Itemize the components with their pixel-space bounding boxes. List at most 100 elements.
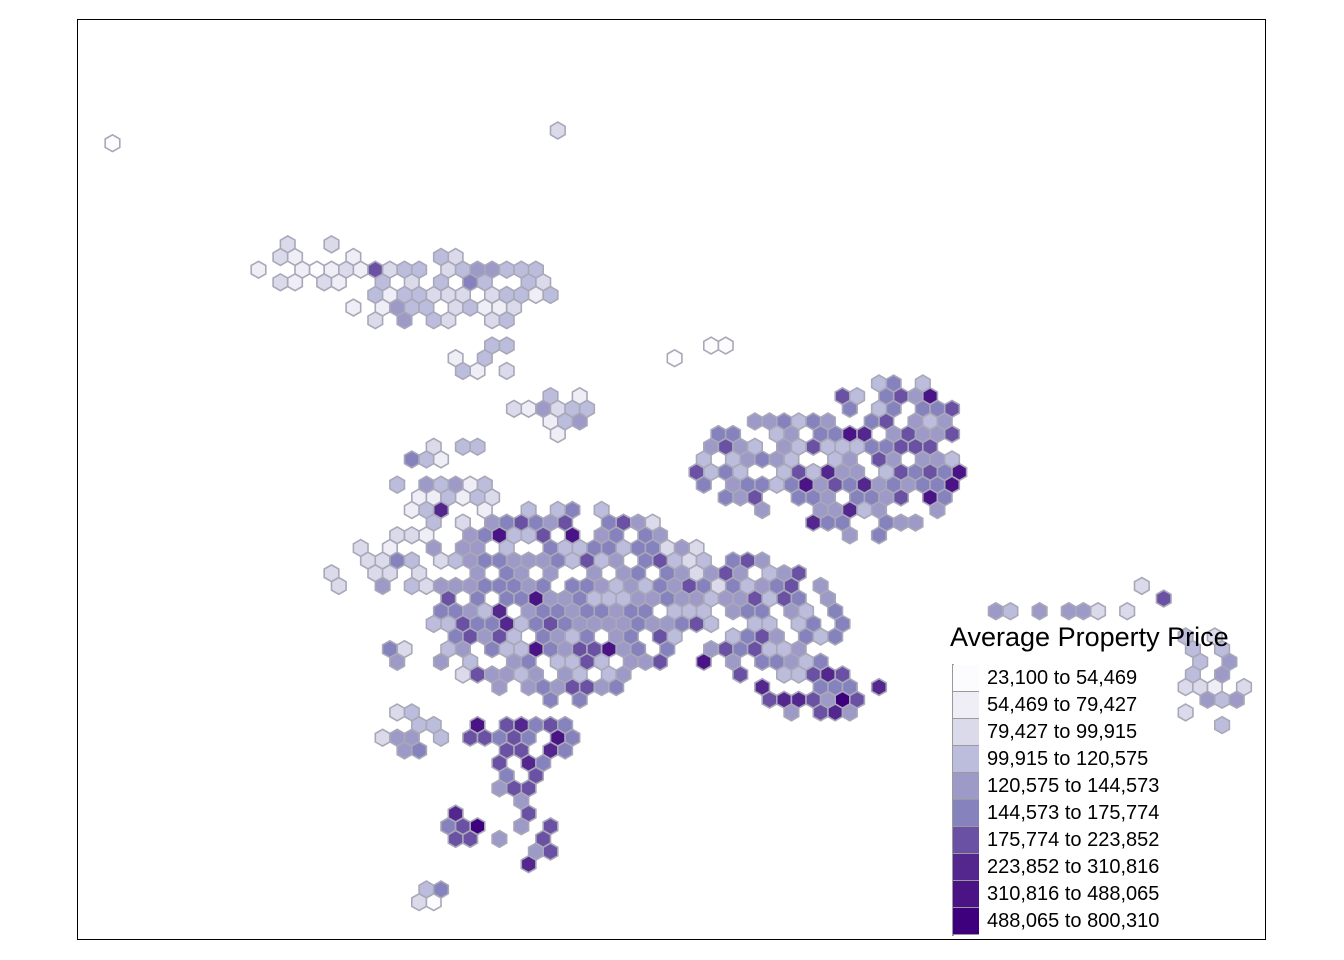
hex-bin [462, 829, 479, 849]
legend-label: 488,065 to 800,310 [987, 910, 1160, 932]
hex-bin [549, 121, 566, 140]
hex-bin [717, 336, 734, 355]
legend-label: 99,915 to 120,575 [987, 748, 1149, 770]
hex-bin [783, 450, 800, 469]
hex-bin [724, 601, 742, 621]
hex-bin [403, 500, 420, 520]
hex-bin [739, 551, 756, 570]
hex-bin [841, 703, 858, 722]
hex-bin [608, 677, 625, 697]
hex-bin [403, 525, 420, 545]
hex-bin [702, 614, 720, 634]
hex-bin [1031, 601, 1048, 621]
hex-bin [1214, 690, 1231, 710]
hex-bin [432, 450, 450, 469]
hex-bin [542, 690, 559, 710]
hex-bin [323, 234, 340, 254]
hex-bin [520, 677, 537, 697]
hex-bin [805, 513, 822, 532]
legend-label: 144,573 to 175,774 [987, 802, 1160, 824]
hex-bin [462, 298, 479, 317]
hex-bin [498, 361, 515, 381]
hex-bin [790, 488, 807, 507]
map-panel [77, 19, 1266, 940]
hex-bin [775, 665, 793, 684]
hex-bin [717, 488, 734, 507]
hex-bin [702, 336, 720, 355]
hex-bin [483, 639, 501, 659]
hex-bin [827, 627, 844, 646]
hex-bin [870, 525, 888, 545]
hex-bin [330, 576, 347, 596]
hex-bin [564, 551, 581, 570]
hex-bin [1133, 576, 1150, 596]
legend-swatch [953, 908, 979, 935]
hex-bin [454, 437, 472, 457]
hex-bin [316, 272, 333, 292]
legend-label: 223,852 to 310,816 [987, 856, 1160, 878]
legend-swatch [953, 692, 979, 719]
hex-bin [732, 488, 749, 507]
hex-bin [272, 247, 289, 267]
hex-bin [732, 665, 749, 684]
legend-label: 54,469 to 79,427 [987, 694, 1138, 716]
hex-bin [929, 500, 946, 520]
hex-bin [374, 576, 391, 596]
legend-swatch [953, 719, 979, 746]
hex-bin [352, 260, 369, 280]
hex-bin [754, 652, 771, 672]
hex-bin [418, 576, 435, 596]
hex-bin [914, 374, 931, 393]
hex-bin [812, 627, 829, 646]
hex-bin [520, 854, 537, 874]
hex-bin [520, 525, 537, 545]
legend-swatch [953, 773, 979, 800]
hex-bin [425, 892, 442, 912]
hex-bin [104, 133, 121, 153]
hex-bin [469, 361, 486, 381]
hex-bin [819, 513, 837, 532]
hex-bin [498, 260, 515, 280]
hex-bin [1119, 601, 1136, 621]
hex-bin [454, 361, 472, 381]
legend-swatch [953, 827, 979, 854]
hex-bin [447, 829, 464, 849]
hex-bin [695, 475, 712, 495]
hex-bin [1089, 601, 1107, 621]
hex-bin [367, 310, 384, 330]
legend-swatch [953, 746, 979, 773]
legend-swatch [953, 854, 979, 881]
hex-bin [834, 386, 851, 406]
hex-bin [345, 298, 362, 317]
hex-bin [425, 614, 442, 634]
legend-label: 79,427 to 99,915 [987, 721, 1138, 743]
hex-bin [856, 500, 873, 520]
hex-bin [666, 348, 683, 368]
hex-bin [637, 551, 654, 570]
hex-bin [491, 829, 508, 849]
hex-bin [1002, 601, 1019, 621]
hex-bin [447, 551, 464, 570]
hex-bin [892, 488, 910, 507]
hex-bin [651, 652, 669, 672]
hex-bin [556, 741, 574, 760]
hex-bin [943, 424, 961, 444]
hexbin-map [104, 121, 1253, 912]
hex-bin [272, 272, 289, 292]
hex-bin [286, 272, 304, 292]
hex-bin [914, 399, 931, 419]
hex-bin [754, 551, 771, 570]
legend-label: 310,816 to 488,065 [987, 883, 1160, 905]
hex-bin [571, 412, 588, 431]
hex-bin [396, 741, 413, 760]
hex-bin [491, 778, 508, 798]
hex-bin [790, 665, 807, 684]
hex-bin [1075, 601, 1092, 621]
hex-bin [330, 272, 347, 292]
hex-bin [498, 310, 515, 330]
hex-bin [476, 728, 493, 748]
hex-bin [878, 386, 895, 406]
hex-bin [389, 475, 406, 495]
hex-bin [593, 576, 610, 596]
hex-bin [520, 399, 537, 419]
